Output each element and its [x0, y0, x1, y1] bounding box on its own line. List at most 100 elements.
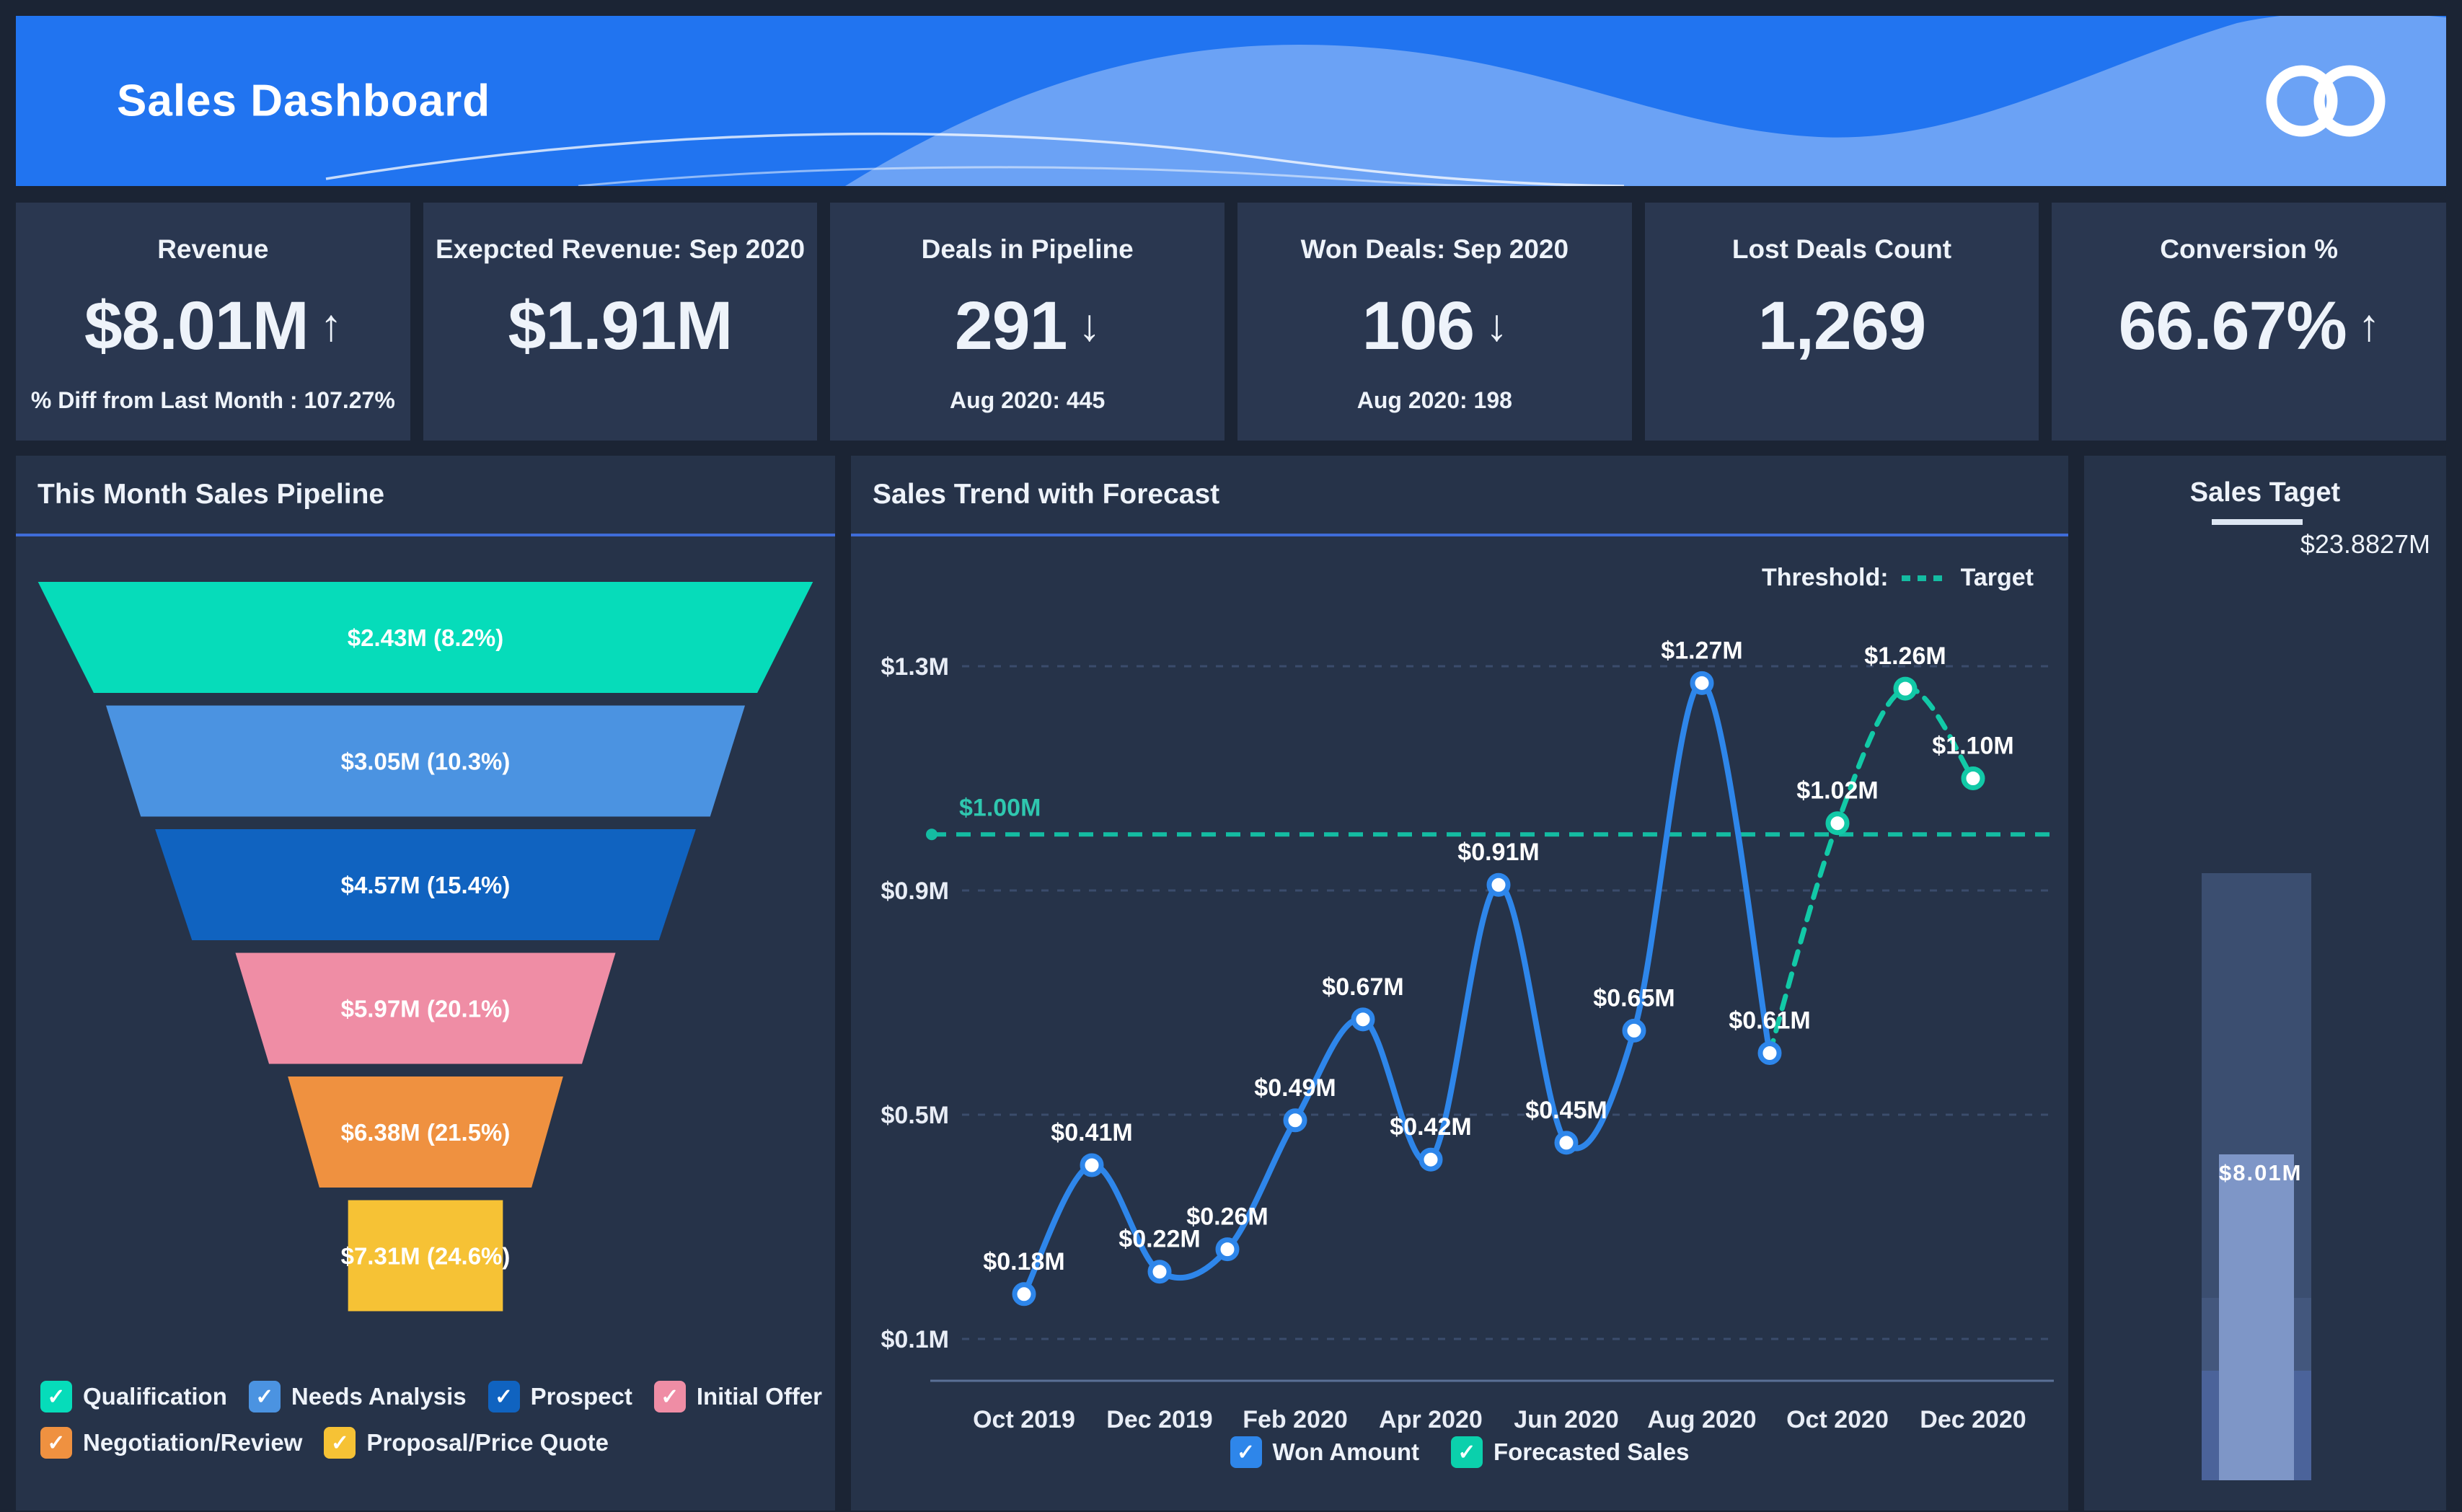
kpi-card-revenue: Revenue $8.01M ↑ % Diff from Last Month : 1… — [16, 203, 410, 441]
kpi-value: $1.91M — [508, 287, 733, 364]
svg-text:$0.9M: $0.9M — [881, 877, 950, 905]
svg-text:$1.3M: $1.3M — [881, 653, 950, 681]
svg-text:$1.02M: $1.02M — [1796, 777, 1878, 805]
svg-text:Oct 2019: Oct 2019 — [973, 1406, 1075, 1433]
kpi-card-deals-in-pipeline: Deals in Pipeline 291 ↓ Aug 2020: 445 — [830, 203, 1225, 441]
legend-label: Prospect — [530, 1383, 632, 1410]
svg-text:$0.65M: $0.65M — [1593, 984, 1675, 1012]
svg-text:$0.18M: $0.18M — [983, 1248, 1064, 1276]
kpi-title: Revenue — [157, 234, 269, 264]
trend-down-arrow-icon: ↓ — [1486, 301, 1508, 350]
legend-item-won-amount[interactable]: ✓ Won Amount — [1230, 1436, 1419, 1468]
checkbox-checked-icon[interactable]: ✓ — [653, 1381, 686, 1412]
funnel-stage-label: $6.38M (21.5%) — [341, 1119, 511, 1146]
checkbox-checked-icon[interactable]: ✓ — [40, 1381, 72, 1412]
svg-text:Aug 2020: Aug 2020 — [1647, 1406, 1756, 1433]
kpi-card-exepcted-revenue-sep-2020: Exepcted Revenue: Sep 2020 $1.91M — [423, 203, 818, 441]
svg-text:$0.61M: $0.61M — [1729, 1007, 1810, 1034]
svg-text:$0.5M: $0.5M — [881, 1102, 950, 1129]
trend-up-arrow-icon: ↑ — [2357, 301, 2381, 350]
funnel-stage-label: $7.31M (24.6%) — [341, 1243, 511, 1270]
legend-label: Qualification — [83, 1383, 227, 1410]
checkbox-checked-icon[interactable]: ✓ — [248, 1381, 281, 1412]
svg-text:Apr 2020: Apr 2020 — [1379, 1406, 1483, 1433]
kpi-value: 1,269 — [1757, 287, 1927, 364]
trend-legend: ✓ Won Amount ✓ Forecasted Sales — [851, 1436, 2068, 1468]
legend-item-prospect[interactable]: ✓ Prospect — [487, 1381, 632, 1412]
target-marker-tick — [2212, 519, 2303, 525]
kpi-row: Revenue $8.01M ↑ % Diff from Last Month : 1… — [16, 203, 2446, 441]
funnel-stage-label: $3.05M (10.3%) — [341, 748, 511, 775]
kpi-title: Conversion % — [2160, 234, 2339, 264]
funnel-stage-label: $2.43M (8.2%) — [348, 624, 503, 651]
threshold-label: Threshold: — [1761, 564, 1889, 591]
achieved-value-label: $8.01M — [2219, 1159, 2303, 1185]
funnel-stage-initial-offer[interactable] — [235, 952, 616, 1064]
checkbox-checked-icon[interactable]: ✓ — [487, 1381, 520, 1412]
funnel-stage-prospect[interactable] — [155, 829, 696, 940]
legend-label: Needs Analysis — [291, 1383, 467, 1410]
threshold-legend: Threshold: Target — [1762, 564, 2034, 592]
panel-title-sales-pipeline: This Month Sales Pipeline — [16, 456, 835, 536]
legend-label: Won Amount — [1272, 1438, 1419, 1465]
panel-title-sales-trend: Sales Trend with Forecast — [851, 456, 2068, 536]
kpi-title: Exepcted Revenue: Sep 2020 — [435, 234, 806, 264]
svg-text:$1.10M: $1.10M — [1932, 733, 2013, 760]
svg-text:$0.67M: $0.67M — [1322, 973, 1403, 1001]
achieved-bar: $8.01M — [2219, 1154, 2303, 1480]
svg-text:$1.00M: $1.00M — [959, 794, 1041, 821]
svg-text:$0.22M: $0.22M — [1119, 1226, 1200, 1253]
svg-text:$0.49M: $0.49M — [1254, 1074, 1336, 1102]
checkbox-checked-icon[interactable]: ✓ — [1450, 1436, 1483, 1468]
svg-text:Dec 2019: Dec 2019 — [1106, 1406, 1212, 1433]
svg-text:$1.27M: $1.27M — [1661, 637, 1742, 664]
kpi-subtext: Aug 2020: 198 — [1356, 387, 1512, 413]
sales-pipeline-panel: This Month Sales Pipeline $2.43M (8.2%) $… — [16, 456, 835, 1511]
legend-item-forecasted-sales[interactable]: ✓ Forecasted Sales — [1450, 1436, 1690, 1468]
legend-item-proposal-price-quote[interactable]: ✓ Proposal/Price Quote — [324, 1427, 609, 1459]
page-title: Sales Dashboard — [117, 76, 491, 126]
funnel-stage-label: $5.97M (20.1%) — [341, 996, 511, 1022]
target-bar-track: $8.01M — [2202, 873, 2311, 1480]
legend-label: Forecasted Sales — [1493, 1438, 1690, 1465]
checkbox-checked-icon[interactable]: ✓ — [324, 1427, 356, 1459]
pipeline-funnel-chart: $2.43M (8.2%) $3.05M (10.3%) $4.57M (15.4%… — [37, 582, 813, 1312]
funnel-stage-label: $4.57M (15.4%) — [341, 872, 511, 898]
svg-text:Feb 2020: Feb 2020 — [1243, 1406, 1348, 1433]
legend-label: Proposal/Price Quote — [366, 1429, 609, 1456]
kpi-value: 291 ↓ — [954, 287, 1101, 364]
funnel-stage-proposal-price-quote[interactable] — [348, 1200, 503, 1312]
svg-text:$0.42M: $0.42M — [1390, 1113, 1471, 1141]
legend-item-qualification[interactable]: ✓ Qualification — [40, 1381, 227, 1412]
sales-trend-chart: $1.3M $0.9M $0.5M $0.1M Oct 2019 Dec 2019 Feb … — [881, 637, 2054, 1433]
funnel-stage-qualification[interactable] — [37, 582, 813, 693]
legend-label: Negotiation/Review — [83, 1429, 303, 1456]
svg-text:$0.26M: $0.26M — [1186, 1203, 1268, 1231]
kpi-card-lost-deals-count: Lost Deals Count 1,269 — [1644, 203, 2039, 441]
legend-item-needs-analysis[interactable]: ✓ Needs Analysis — [248, 1381, 467, 1412]
funnel-stage-negotiation-review[interactable] — [288, 1076, 563, 1188]
checkbox-checked-icon[interactable]: ✓ — [1230, 1436, 1262, 1468]
kpi-value: $8.01M ↑ — [84, 287, 343, 364]
threshold-series-label: Target — [1960, 564, 2034, 591]
svg-text:$0.45M: $0.45M — [1525, 1097, 1607, 1124]
kpi-title: Lost Deals Count — [1731, 234, 1952, 264]
kpi-subtext: Aug 2020: 445 — [950, 387, 1106, 413]
legend-item-negotiation-review[interactable]: ✓ Negotiation/Review — [40, 1427, 302, 1459]
svg-text:$0.91M: $0.91M — [1457, 839, 1539, 866]
svg-text:Dec 2020: Dec 2020 — [1920, 1406, 2026, 1433]
svg-text:Oct 2020: Oct 2020 — [1786, 1406, 1889, 1433]
kpi-title: Won Deals: Sep 2020 — [1300, 234, 1569, 264]
funnel-legend: ✓ Qualification ✓ Needs Analysis ✓ Prospect ✓ I… — [40, 1381, 825, 1459]
legend-label: Initial Offer — [696, 1383, 822, 1410]
legend-item-initial-offer[interactable]: ✓ Initial Offer — [653, 1381, 822, 1412]
checkbox-checked-icon[interactable]: ✓ — [40, 1427, 72, 1459]
kpi-value: 66.67% ↑ — [2118, 287, 2381, 364]
svg-text:$0.1M: $0.1M — [881, 1326, 950, 1353]
funnel-stage-needs-analysis[interactable] — [105, 705, 746, 817]
trend-up-arrow-icon: ↑ — [319, 301, 343, 350]
kpi-subtext: % Diff from Last Month : 107.27% — [30, 387, 395, 413]
kpi-value: 106 ↓ — [1362, 287, 1509, 364]
header-banner: Sales Dashboard — [16, 16, 2446, 186]
